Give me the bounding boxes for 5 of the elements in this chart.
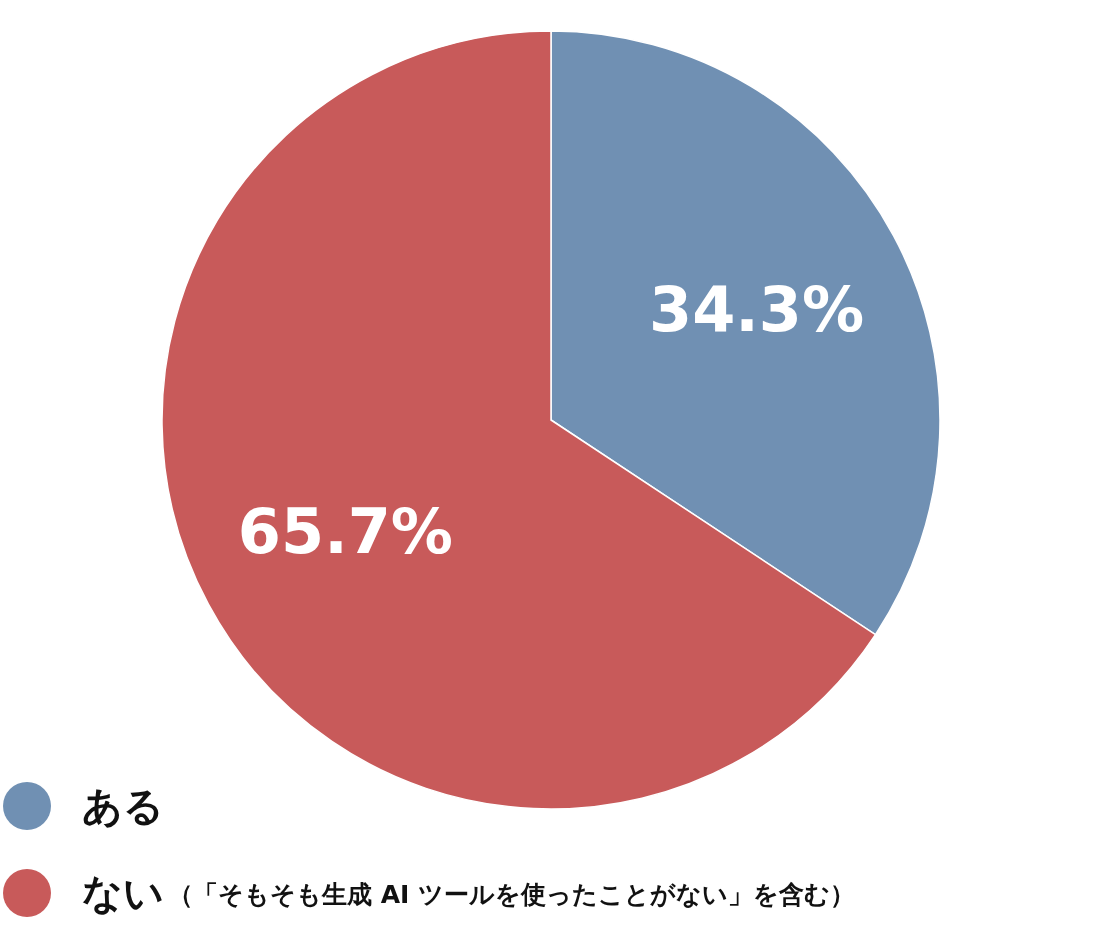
text: （「そもそも生成 AI ツールを使ったことがない」を含む） xyxy=(168,880,856,909)
legend-label: ある xyxy=(82,783,164,829)
legend-label: ない xyxy=(82,870,164,916)
data-label: 65.7% xyxy=(237,494,453,568)
data-label: 34.3% xyxy=(649,273,865,347)
